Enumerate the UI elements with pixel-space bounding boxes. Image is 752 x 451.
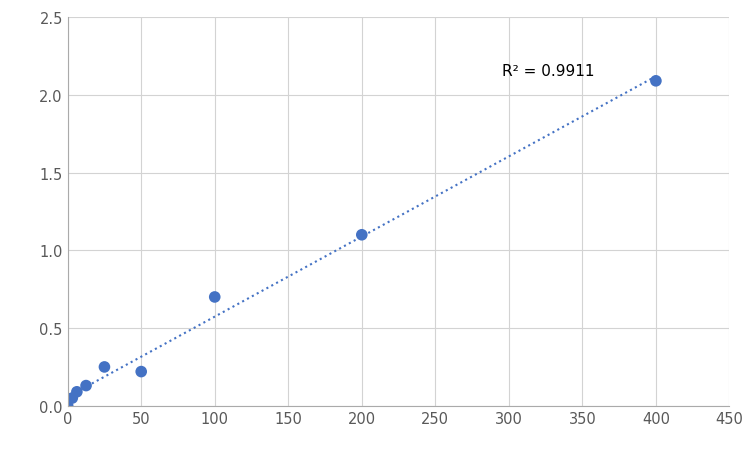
Point: [62, 402, 74, 410]
Point: [650, 78, 662, 85]
Text: R² = 0.9911: R² = 0.9911: [502, 64, 594, 78]
Point: [209, 294, 221, 301]
Point: [356, 232, 368, 239]
Point: [99, 364, 111, 371]
Point: [80, 382, 92, 389]
Point: [135, 368, 147, 375]
Point: [71, 388, 83, 396]
Point: [66, 395, 78, 402]
